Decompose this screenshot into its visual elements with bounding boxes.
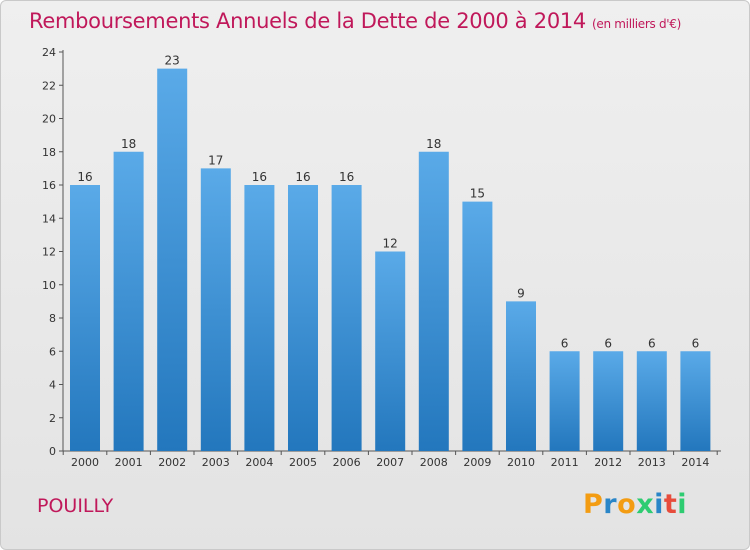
- logo-letter: P: [583, 489, 604, 520]
- bar: [331, 185, 362, 451]
- chart-subtitle: (en milliers d'€): [592, 17, 682, 31]
- bar: [680, 351, 711, 451]
- bar: [113, 151, 144, 451]
- bar-value-label: 6: [692, 336, 700, 350]
- y-tick-label: 16: [42, 179, 56, 192]
- y-tick-label: 8: [49, 312, 56, 325]
- bar: [462, 201, 493, 451]
- bar: [288, 185, 318, 451]
- bar: [418, 151, 449, 451]
- proxiti-logo[interactable]: Proxiti: [583, 489, 687, 520]
- y-tick-label: 2: [49, 412, 56, 425]
- y-tick-label: 10: [42, 279, 56, 292]
- x-tick-label: 2008: [420, 456, 448, 469]
- bar: [200, 168, 231, 451]
- y-tick-label: 14: [42, 212, 56, 225]
- bar-value-label: 12: [383, 237, 398, 251]
- x-tick-label: 2010: [507, 456, 535, 469]
- x-tick-label: 2002: [158, 456, 186, 469]
- logo-letter: i: [677, 489, 688, 520]
- logo-letter: x: [636, 489, 655, 520]
- chart-labels: 2000 16 2001 18 2002 23 2003 17 2004 16 2005 16 2006…: [71, 54, 709, 469]
- x-tick-label: 2007: [376, 456, 404, 469]
- bar-value-label: 6: [561, 336, 569, 350]
- bar-value-label: 16: [77, 170, 92, 184]
- bar-value-label: 16: [339, 170, 354, 184]
- bar: [244, 185, 275, 451]
- bar-value-label: 17: [208, 153, 223, 167]
- logo-letter: i: [654, 489, 664, 520]
- bar-value-label: 9: [517, 286, 525, 300]
- y-tick-label: 6: [49, 345, 56, 358]
- bar: [506, 301, 536, 451]
- x-tick-label: 2005: [289, 456, 317, 469]
- bar-value-label: 18: [426, 137, 441, 151]
- x-tick-label: 2009: [463, 456, 491, 469]
- y-tick-label: 4: [49, 379, 56, 392]
- bar-value-label: 6: [648, 336, 656, 350]
- bar: [636, 351, 667, 451]
- x-tick-label: 2012: [594, 456, 622, 469]
- chart-bars: [70, 68, 711, 451]
- y-tick-label: 20: [42, 113, 56, 126]
- x-tick-label: 2004: [245, 456, 273, 469]
- bar-value-label: 23: [165, 54, 180, 68]
- logo-letter: r: [603, 489, 618, 520]
- bar-value-label: 6: [604, 336, 612, 350]
- y-tick-label: 24: [42, 46, 56, 59]
- x-tick-label: 2013: [638, 456, 666, 469]
- bar-value-label: 16: [252, 170, 267, 184]
- bar: [593, 351, 624, 451]
- bar: [70, 185, 100, 451]
- y-tick-label: 12: [42, 246, 56, 259]
- x-tick-label: 2014: [681, 456, 709, 469]
- city-name: POUILLY: [37, 495, 114, 517]
- bar: [549, 351, 580, 451]
- y-tick-label: 18: [42, 146, 56, 159]
- logo-letter: o: [617, 489, 637, 520]
- chart-title: Remboursements Annuels de la Dette de 20…: [29, 9, 681, 33]
- bar: [375, 251, 406, 451]
- bar-value-label: 15: [470, 187, 485, 201]
- x-tick-label: 2003: [202, 456, 230, 469]
- chart-title-text: Remboursements Annuels de la Dette de 20…: [29, 9, 586, 33]
- bar: [157, 68, 188, 451]
- logo-letter: t: [663, 489, 678, 520]
- x-tick-label: 2001: [115, 456, 143, 469]
- bar-value-label: 18: [121, 137, 136, 151]
- x-tick-label: 2000: [71, 456, 99, 469]
- bar-value-label: 16: [295, 170, 310, 184]
- y-tick-label: 0: [49, 445, 56, 458]
- x-tick-label: 2006: [333, 456, 361, 469]
- y-tick-label: 22: [42, 79, 56, 92]
- x-tick-label: 2011: [551, 456, 579, 469]
